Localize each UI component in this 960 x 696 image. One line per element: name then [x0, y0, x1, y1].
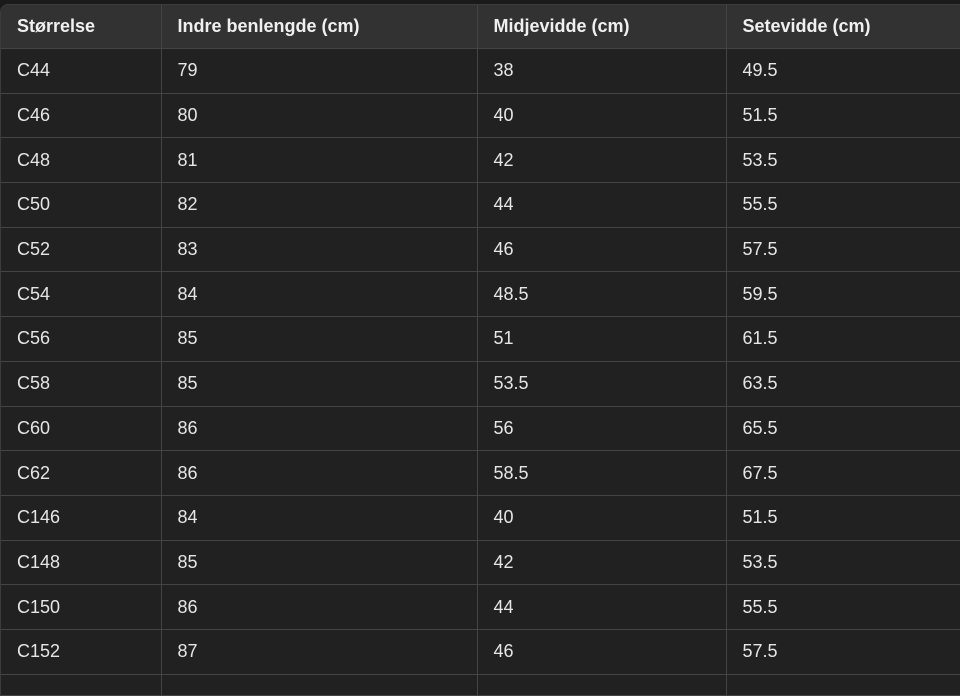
cell-seat: 55.5	[726, 182, 960, 228]
cell-size: C150	[1, 584, 162, 630]
cell-size: C54	[1, 271, 162, 318]
cell-inseam: 85	[161, 361, 478, 407]
cell-inseam: 84	[161, 495, 478, 541]
cell-waist: 40	[477, 93, 727, 139]
cell-inseam: 86	[161, 584, 478, 630]
cell-waist: 44	[477, 584, 727, 630]
size-table: Størrelse Indre benlengde (cm) Midjevidde …	[1, 5, 960, 696]
cell-size: C56	[1, 316, 162, 362]
cell-inseam: 85	[161, 540, 478, 586]
cell-waist: 38	[477, 48, 727, 94]
cell-inseam: 84	[161, 271, 478, 318]
column-header-inseam: Indre benlengde (cm)	[161, 5, 478, 49]
cell-waist: 44	[477, 182, 727, 228]
cell-inseam: 85	[161, 316, 478, 362]
cell-seat: 61.5	[726, 316, 960, 362]
cell-size: C62	[1, 450, 162, 496]
table-row: C150 86 44 55.5	[1, 584, 960, 630]
cell-seat: 63.5	[726, 361, 960, 407]
cell-size: C48	[1, 137, 162, 184]
cell-seat: 57.5	[726, 629, 960, 675]
cell-empty	[1, 674, 162, 696]
cell-waist: 42	[477, 540, 727, 586]
cell-inseam: 83	[161, 227, 478, 273]
table-row: C56 85 51 61.5	[1, 316, 960, 362]
table-row-partial	[1, 674, 960, 696]
cell-seat: 55.5	[726, 584, 960, 630]
table-row: C146 84 40 51.5	[1, 495, 960, 541]
cell-size: C60	[1, 406, 162, 452]
table-row: C52 83 46 57.5	[1, 227, 960, 273]
cell-waist: 51	[477, 316, 727, 362]
cell-seat: 59.5	[726, 271, 960, 318]
cell-seat: 51.5	[726, 93, 960, 139]
cell-waist: 58.5	[477, 450, 727, 496]
cell-inseam: 86	[161, 406, 478, 452]
cell-inseam: 86	[161, 450, 478, 496]
cell-inseam: 80	[161, 93, 478, 139]
cell-waist: 42	[477, 137, 727, 184]
table-row: C58 85 53.5 63.5	[1, 361, 960, 407]
table-row: C54 84 48.5 59.5	[1, 271, 960, 318]
cell-seat: 65.5	[726, 406, 960, 452]
cell-size: C58	[1, 361, 162, 407]
table-row: C60 86 56 65.5	[1, 406, 960, 452]
table-header-row: Størrelse Indre benlengde (cm) Midjevidde …	[1, 5, 960, 49]
cell-seat: 67.5	[726, 450, 960, 496]
cell-size: C44	[1, 48, 162, 94]
cell-waist: 48.5	[477, 271, 727, 318]
cell-size: C52	[1, 227, 162, 273]
column-header-waist: Midjevidde (cm)	[477, 5, 727, 49]
cell-seat: 53.5	[726, 137, 960, 184]
cell-inseam: 79	[161, 48, 478, 94]
table-row: C148 85 42 53.5	[1, 540, 960, 586]
column-header-seat: Setevidde (cm)	[726, 5, 960, 49]
table-row: C48 81 42 53.5	[1, 137, 960, 184]
cell-waist: 53.5	[477, 361, 727, 407]
cell-inseam: 87	[161, 629, 478, 675]
cell-size: C148	[1, 540, 162, 586]
table-row: C44 79 38 49.5	[1, 48, 960, 94]
cell-size: C146	[1, 495, 162, 541]
cell-seat: 51.5	[726, 495, 960, 541]
cell-waist: 46	[477, 227, 727, 273]
cell-seat: 57.5	[726, 227, 960, 273]
cell-waist: 46	[477, 629, 727, 675]
cell-inseam: 81	[161, 137, 478, 184]
size-table-container: Størrelse Indre benlengde (cm) Midjevidde …	[0, 4, 960, 696]
column-header-size: Størrelse	[1, 5, 162, 49]
cell-empty	[161, 674, 478, 696]
cell-waist: 40	[477, 495, 727, 541]
cell-waist: 56	[477, 406, 727, 452]
cell-empty	[477, 674, 727, 696]
cell-size: C152	[1, 629, 162, 675]
cell-inseam: 82	[161, 182, 478, 228]
cell-seat: 53.5	[726, 540, 960, 586]
table-row: C62 86 58.5 67.5	[1, 450, 960, 496]
table-row: C152 87 46 57.5	[1, 629, 960, 675]
table-row: C46 80 40 51.5	[1, 93, 960, 139]
cell-size: C50	[1, 182, 162, 228]
cell-size: C46	[1, 93, 162, 139]
table-row: C50 82 44 55.5	[1, 182, 960, 228]
cell-empty	[726, 674, 960, 696]
cell-seat: 49.5	[726, 48, 960, 94]
